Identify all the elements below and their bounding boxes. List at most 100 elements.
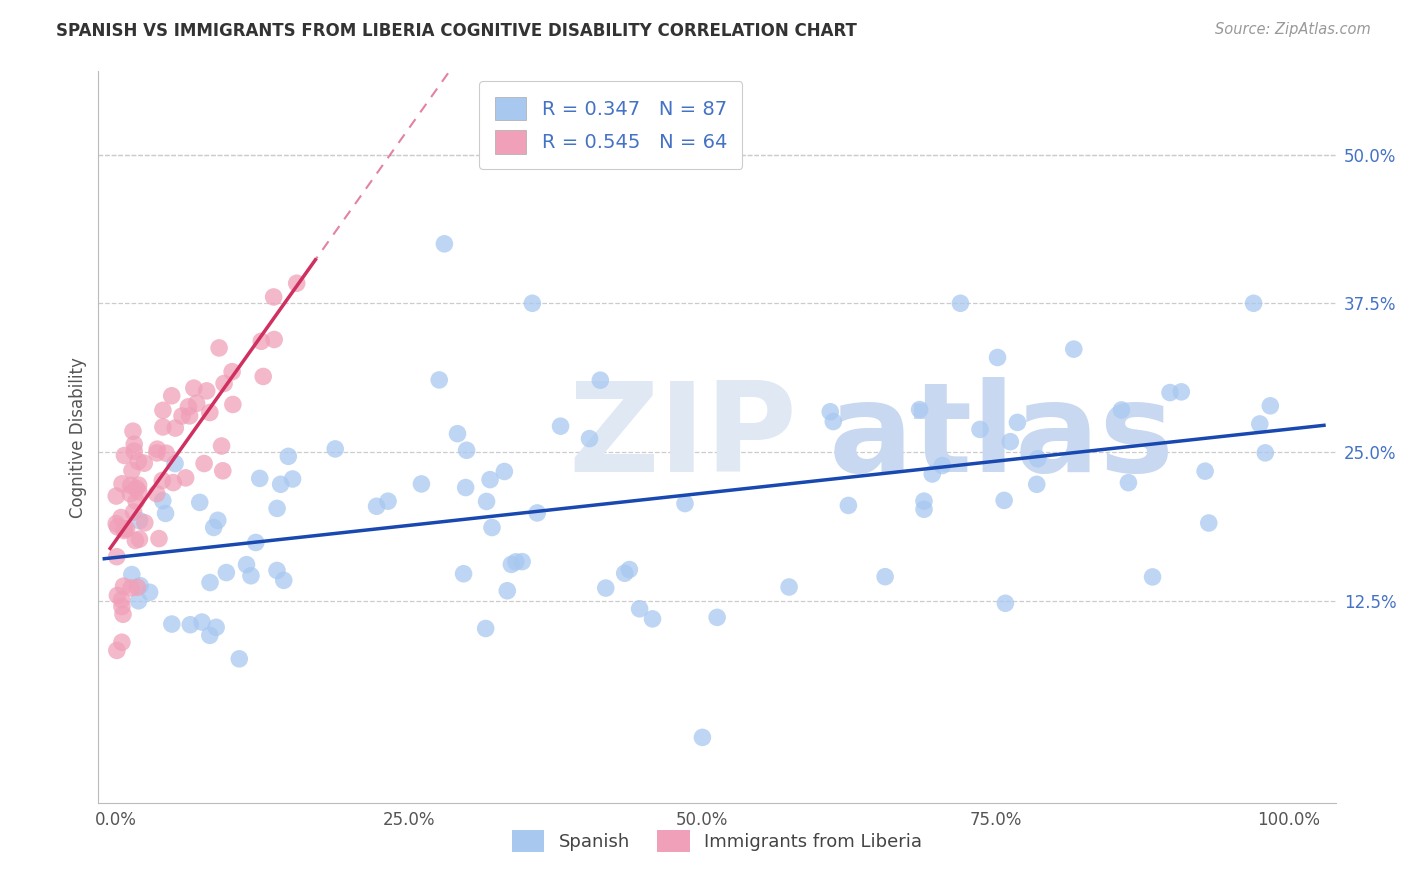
Point xyxy=(207,513,229,527)
Point xyxy=(183,381,205,395)
Point xyxy=(138,585,160,599)
Point xyxy=(150,474,173,488)
Point xyxy=(165,457,187,471)
Point xyxy=(212,376,235,391)
Point xyxy=(112,524,135,538)
Point xyxy=(160,389,183,403)
Point xyxy=(111,607,134,622)
Point xyxy=(673,497,696,511)
Point xyxy=(121,464,143,478)
Point xyxy=(818,405,841,419)
Point xyxy=(111,476,134,491)
Point xyxy=(121,567,143,582)
Point xyxy=(160,617,183,632)
Point xyxy=(931,458,953,473)
Point xyxy=(1258,399,1281,413)
Point xyxy=(692,731,714,745)
Point xyxy=(454,481,477,495)
Point xyxy=(112,579,135,593)
Point xyxy=(323,442,346,456)
Point xyxy=(1000,434,1022,449)
Point xyxy=(908,402,931,417)
Point xyxy=(1249,417,1271,431)
Point xyxy=(446,426,468,441)
Point xyxy=(475,494,498,508)
Point xyxy=(494,465,516,479)
Point xyxy=(1159,385,1181,400)
Point xyxy=(146,446,169,460)
Point xyxy=(778,580,800,594)
Point xyxy=(1025,477,1047,491)
Point xyxy=(134,516,156,530)
Point xyxy=(235,558,257,572)
Point xyxy=(191,615,214,629)
Point xyxy=(875,570,897,584)
Point xyxy=(1254,446,1277,460)
Point xyxy=(1142,570,1164,584)
Point xyxy=(266,564,288,578)
Point xyxy=(146,442,169,457)
Point xyxy=(595,581,617,595)
Point xyxy=(1026,451,1049,466)
Point xyxy=(155,507,177,521)
Point xyxy=(111,635,134,649)
Point xyxy=(912,494,935,508)
Point xyxy=(249,471,271,485)
Text: ZIP: ZIP xyxy=(568,376,797,498)
Point xyxy=(479,473,502,487)
Point xyxy=(152,420,174,434)
Point xyxy=(921,467,943,481)
Point xyxy=(222,397,245,411)
Point xyxy=(221,365,243,379)
Point xyxy=(155,446,177,460)
Point xyxy=(1170,384,1192,399)
Point xyxy=(263,333,285,347)
Point xyxy=(366,500,388,514)
Point xyxy=(496,583,519,598)
Point xyxy=(152,403,174,417)
Text: SPANISH VS IMMIGRANTS FROM LIBERIA COGNITIVE DISABILITY CORRELATION CHART: SPANISH VS IMMIGRANTS FROM LIBERIA COGNI… xyxy=(56,22,858,40)
Point xyxy=(122,505,145,519)
Point xyxy=(120,487,142,501)
Point xyxy=(1194,464,1216,478)
Point xyxy=(993,493,1015,508)
Point xyxy=(245,535,267,549)
Point xyxy=(377,494,399,508)
Point xyxy=(526,506,548,520)
Point xyxy=(105,489,128,503)
Point xyxy=(105,516,128,531)
Point xyxy=(481,520,503,534)
Point xyxy=(273,574,295,588)
Point xyxy=(148,532,170,546)
Point xyxy=(823,415,845,429)
Point xyxy=(1198,516,1220,530)
Point xyxy=(1007,416,1029,430)
Point xyxy=(837,499,859,513)
Point xyxy=(128,532,150,546)
Point xyxy=(193,457,215,471)
Point xyxy=(127,580,149,594)
Point xyxy=(111,599,134,614)
Point xyxy=(474,622,496,636)
Point xyxy=(949,296,972,310)
Point xyxy=(127,454,149,468)
Point xyxy=(994,596,1017,610)
Point xyxy=(179,617,201,632)
Point xyxy=(114,522,136,536)
Point xyxy=(969,422,991,436)
Point xyxy=(134,456,156,470)
Point xyxy=(188,495,211,509)
Point xyxy=(115,522,138,536)
Point xyxy=(105,643,128,657)
Point xyxy=(706,610,728,624)
Point xyxy=(270,477,292,491)
Point xyxy=(120,581,142,595)
Point xyxy=(205,620,228,634)
Point xyxy=(1063,342,1085,356)
Point xyxy=(1243,296,1265,310)
Point xyxy=(186,396,208,410)
Point xyxy=(105,589,128,603)
Point xyxy=(456,443,478,458)
Point xyxy=(239,568,262,582)
Point xyxy=(128,514,150,528)
